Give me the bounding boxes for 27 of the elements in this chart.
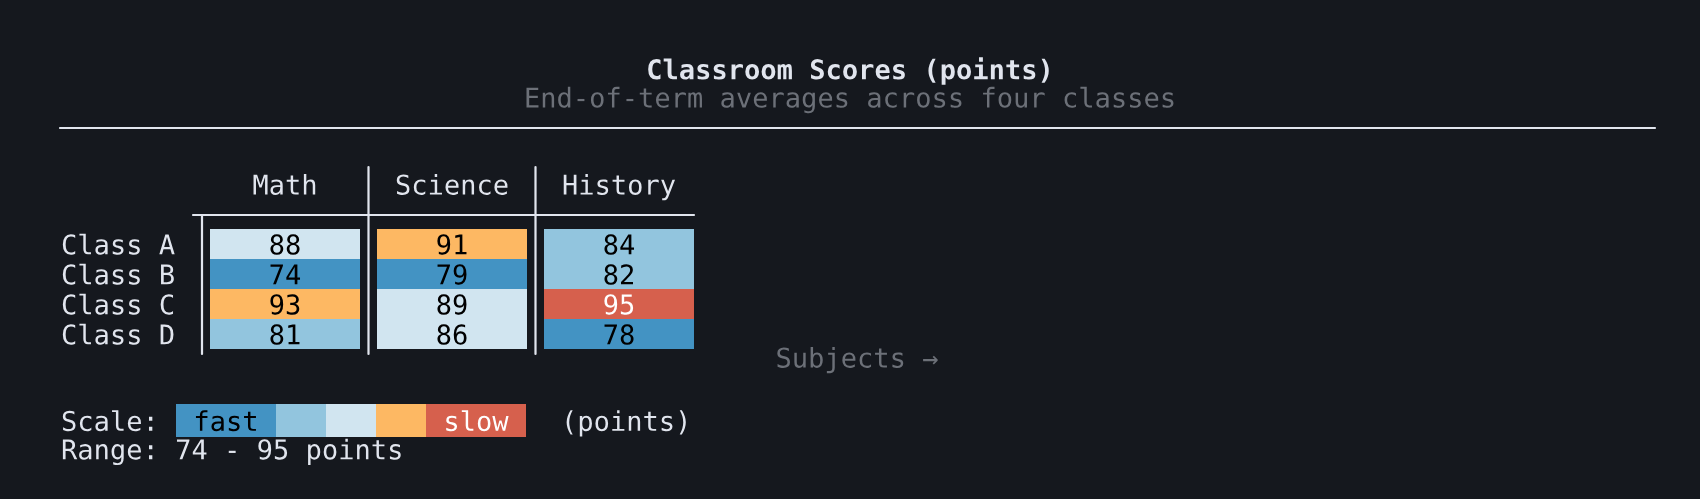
color-bar-title: (points) <box>566 410 686 437</box>
data-label: 86 <box>437 324 467 345</box>
text: Scale: <box>62 410 153 432</box>
y-tick-label: Class C <box>62 293 174 315</box>
y-tick-label: Class D <box>62 323 174 345</box>
data-label: 74 <box>270 264 301 285</box>
y-tick-label: Class B <box>62 263 174 285</box>
y-tick-label: Class A <box>62 233 175 255</box>
x-tick-label: History <box>563 173 676 201</box>
x-tick-label: Math <box>253 173 316 195</box>
text: End-of-term averages across four classes <box>526 86 1174 114</box>
text: Range: 74 - 95 points <box>62 438 401 466</box>
x-axis-title: Subjects → <box>777 346 938 374</box>
data-label: 93 <box>270 294 300 315</box>
data-label: 78 <box>604 324 634 345</box>
data-label: 81 <box>270 324 300 345</box>
x-tick-label: Science <box>396 173 508 195</box>
data-label: 82 <box>604 264 633 285</box>
text: Classroom Scores (points) <box>648 57 1049 85</box>
text: slow <box>446 410 509 432</box>
data-label: 95 <box>604 294 634 315</box>
data-label: 88 <box>270 234 300 255</box>
data-label: 89 <box>437 294 467 315</box>
data-label: 79 <box>437 264 467 285</box>
data-label: 84 <box>604 234 635 255</box>
data-label: 91 <box>437 234 467 255</box>
text: fast <box>195 410 256 432</box>
